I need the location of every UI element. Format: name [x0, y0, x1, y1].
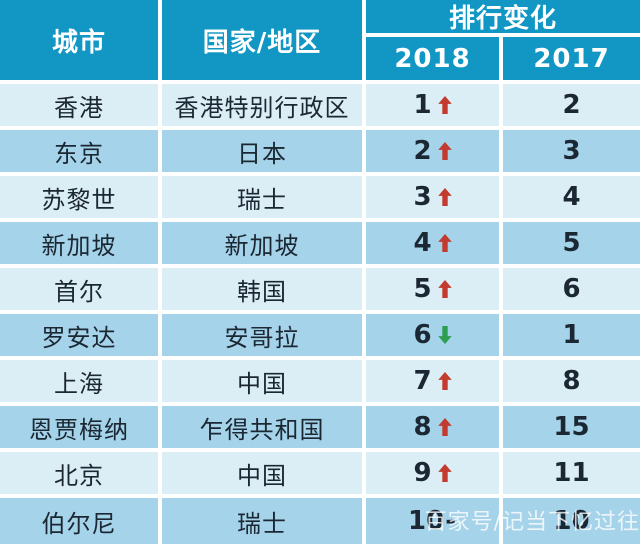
- column-header-rank-change: 排行变化: [366, 0, 640, 34]
- rank-2018-value: 9: [413, 458, 432, 488]
- rank-2018-value: 1: [413, 90, 432, 120]
- rank-change-arrow-icon: [437, 142, 452, 160]
- rank-2017-cell: 1: [503, 314, 640, 356]
- rank-2017-cell: 8: [503, 360, 640, 402]
- rank-2017-cell: 11: [503, 452, 640, 494]
- city-cell: 新加坡: [0, 222, 158, 264]
- city-cell: 首尔: [0, 268, 158, 310]
- country-cell: 乍得共和国: [162, 406, 362, 448]
- rank-2017-cell: 5: [503, 222, 640, 264]
- rank-2017-cell: 6: [503, 268, 640, 310]
- rank-change-arrow-icon: [437, 280, 452, 298]
- rank-2017-cell: 10: [503, 498, 640, 544]
- city-cell: 香港: [0, 84, 158, 126]
- city-cell: 上海: [0, 360, 158, 402]
- rank-change-arrow-icon: [437, 326, 452, 344]
- city-cell: 罗安达: [0, 314, 158, 356]
- rank-2018-cell: 5: [366, 268, 499, 310]
- column-header-2017: 2017: [503, 37, 640, 80]
- rank-2018-value: 6: [413, 320, 432, 350]
- rank-2018-value: 7: [413, 366, 432, 396]
- rank-2018-cell: 8: [366, 406, 499, 448]
- rank-change-arrow-icon: [437, 418, 452, 436]
- rank-2018-value: 3: [413, 182, 432, 212]
- rank-2017-cell: 3: [503, 130, 640, 172]
- country-cell: 安哥拉: [162, 314, 362, 356]
- country-cell: 中国: [162, 452, 362, 494]
- column-header-country: 国家/地区: [162, 0, 362, 80]
- rank-change-arrow-icon: [437, 234, 452, 252]
- column-header-2018: 2018: [366, 37, 499, 80]
- rank-change-arrow-icon: [437, 188, 452, 206]
- city-cell: 东京: [0, 130, 158, 172]
- country-cell: 日本: [162, 130, 362, 172]
- rank-change-arrow-icon: [437, 464, 452, 482]
- city-cell: 北京: [0, 452, 158, 494]
- rank-2018-cell: 9: [366, 452, 499, 494]
- rank-2018-cell: 1: [366, 84, 499, 126]
- rank-change-flat-icon: -: [445, 506, 457, 536]
- rank-2017-cell: 2: [503, 84, 640, 126]
- rank-2018-value: 5: [413, 274, 432, 304]
- rank-2018-value: 2: [413, 136, 432, 166]
- city-cell: 恩贾梅纳: [0, 406, 158, 448]
- city-cell: 伯尔尼: [0, 498, 158, 544]
- rank-2018-cell: 7: [366, 360, 499, 402]
- rank-2018-cell: 4: [366, 222, 499, 264]
- rank-2018-cell: 3: [366, 176, 499, 218]
- country-cell: 中国: [162, 360, 362, 402]
- rank-2018-cell: 10 -: [366, 498, 499, 544]
- rank-change-arrow-icon: [437, 96, 452, 114]
- rank-2018-cell: 6: [366, 314, 499, 356]
- rank-2017-cell: 15: [503, 406, 640, 448]
- rank-2018-value: 10: [408, 506, 445, 536]
- rank-2017-cell: 4: [503, 176, 640, 218]
- country-cell: 瑞士: [162, 498, 362, 544]
- rank-2018-value: 4: [413, 228, 432, 258]
- column-header-city: 城市: [0, 0, 158, 80]
- rank-2018-cell: 2: [366, 130, 499, 172]
- country-cell: 韩国: [162, 268, 362, 310]
- city-cell: 苏黎世: [0, 176, 158, 218]
- country-cell: 新加坡: [162, 222, 362, 264]
- country-cell: 瑞士: [162, 176, 362, 218]
- country-cell: 香港特别行政区: [162, 84, 362, 126]
- rank-2018-value: 8: [413, 412, 432, 442]
- rank-change-arrow-icon: [437, 372, 452, 390]
